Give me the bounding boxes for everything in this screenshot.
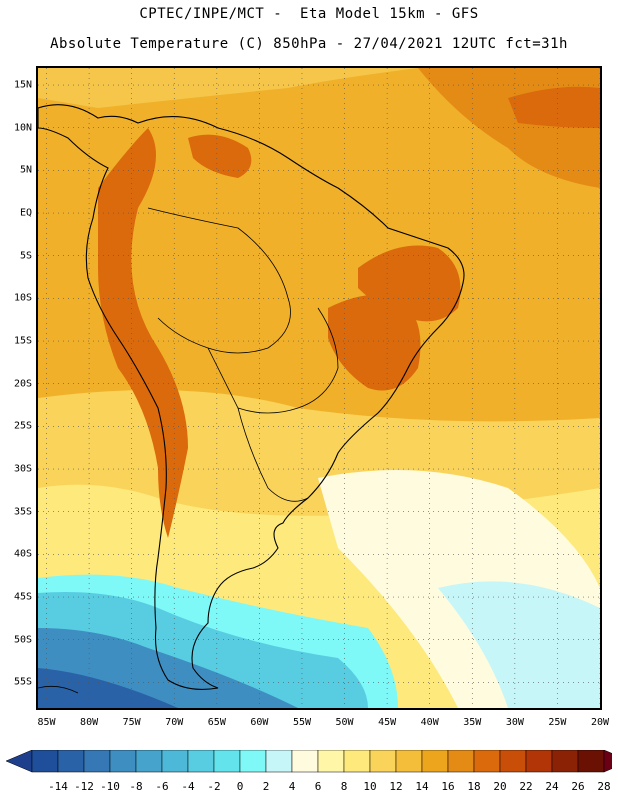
colorbar-swatch: [447, 750, 475, 773]
field-southern-ocean-extreme: [38, 668, 178, 708]
colorbar-swatch: [317, 750, 345, 773]
longitude-label: 80W: [80, 717, 99, 728]
longitude-label: 60W: [250, 717, 269, 728]
colorbar-swatch: [343, 750, 371, 773]
temperature-map: [36, 66, 602, 710]
latitude-label: 45S: [13, 591, 32, 603]
colorbar-tick-label: 28: [597, 780, 611, 793]
latitude-label: 40S: [13, 548, 32, 560]
longitude-label: 30W: [505, 717, 524, 728]
longitude-label: 75W: [122, 717, 141, 728]
colorbar-tick-label: 24: [545, 780, 559, 793]
colorbar-tick-label: 16: [441, 780, 455, 793]
colorbar-swatch: [499, 750, 527, 773]
state-borders: [207, 307, 339, 414]
latitude-label: 20S: [13, 378, 32, 390]
country-borders: [147, 207, 291, 354]
latitude-label: 5S: [19, 250, 32, 262]
colorbar-tick-label: -2: [207, 780, 221, 793]
colorbar-tick-label: 22: [519, 780, 533, 793]
colorbar-tick-label: -14: [48, 780, 68, 793]
longitude-label: 65W: [207, 717, 226, 728]
latitude-label: 50S: [13, 634, 32, 646]
longitude-label: 50W: [335, 717, 354, 728]
field-caribbean: [38, 68, 418, 108]
longitude-label: 55W: [292, 717, 311, 728]
colorbar-tick-label: -10: [100, 780, 120, 793]
latitude-label: 25S: [13, 420, 32, 432]
colorbar-swatch: [239, 750, 267, 773]
longitude-label: 85W: [37, 717, 56, 728]
colorbar-swatch: [473, 750, 501, 773]
colorbar-tick-label: 26: [571, 780, 585, 793]
colorbar-swatch: [187, 750, 215, 773]
colorbar-swatch: [109, 750, 137, 773]
colorbar-swatch: [57, 750, 85, 773]
colorbar-swatch: [31, 750, 59, 773]
colorbar-swatch: [421, 750, 449, 773]
latitude-label: EQ: [19, 207, 32, 219]
longitude-label: 20W: [590, 717, 610, 728]
colorbar-swatch: [551, 750, 579, 773]
colorbar-tick-label: -4: [181, 780, 195, 793]
colorbar-swatch: [265, 750, 293, 773]
longitude-label: 35W: [463, 717, 482, 728]
colorbar-over-triangle: [603, 750, 612, 773]
colorbar-swatch: [369, 750, 397, 773]
colorbar-swatch: [135, 750, 163, 773]
falklands: [38, 685, 79, 694]
colorbar-tick-label: 14: [415, 780, 429, 793]
colorbar-tick-label: -12: [74, 780, 94, 793]
colorbar-swatch: [161, 750, 189, 773]
longitude-label: 25W: [548, 717, 567, 728]
latitude-label: 30S: [13, 463, 32, 475]
colorbar: [6, 750, 612, 773]
latitude-label: 5N: [19, 164, 32, 176]
colorbar-tick-label: 8: [340, 780, 348, 793]
colorbar-under-triangle: [6, 750, 33, 773]
longitude-label: 45W: [378, 717, 397, 728]
graticule: [38, 68, 600, 708]
colorbar-swatch: [291, 750, 319, 773]
colorbar-swatch: [395, 750, 423, 773]
border-argentina: [237, 407, 309, 502]
colorbar-tick-label: 18: [467, 780, 481, 793]
colorbar-tick-label: 0: [236, 780, 244, 793]
colorbar-swatch: [83, 750, 111, 773]
field-venezuela-hot: [188, 134, 252, 178]
field-south-atlantic-cold: [438, 581, 600, 708]
colorbar-tick-label: 12: [389, 780, 403, 793]
latitude-label: 35S: [13, 506, 32, 518]
colorbar-tick-label: -6: [155, 780, 169, 793]
longitude-label: 40W: [420, 717, 439, 728]
field-brazil-hot: [328, 294, 421, 391]
latitude-label: 15S: [13, 335, 32, 347]
latitude-label: 10N: [13, 122, 32, 134]
field-andes-hot: [98, 128, 188, 538]
latitude-label: 10S: [13, 292, 32, 304]
colorbar-tick-label: -8: [129, 780, 143, 793]
map-canvas: [38, 68, 600, 708]
colorbar-swatch: [577, 750, 605, 773]
colorbar-tick-label: 20: [493, 780, 507, 793]
south-america-coastline: [38, 104, 465, 690]
colorbar-tick-label: 4: [288, 780, 296, 793]
colorbar-tick-label: 2: [262, 780, 270, 793]
colorbar-swatch: [525, 750, 553, 773]
field-north-atlantic-hot: [508, 86, 600, 128]
chart-title: CPTEC/INPE/MCT - Eta Model 15km - GFS: [139, 6, 479, 22]
longitude-label: 70W: [165, 717, 184, 728]
latitude-label: 15N: [13, 79, 32, 91]
field-northeast-hot: [358, 245, 461, 322]
colorbar-swatch: [213, 750, 241, 773]
colorbar-tick-label: 6: [314, 780, 322, 793]
chart-subtitle: Absolute Temperature (C) 850hPa - 27/04/…: [50, 36, 568, 52]
latitude-label: 55S: [13, 676, 32, 688]
colorbar-tick-label: 10: [363, 780, 377, 793]
